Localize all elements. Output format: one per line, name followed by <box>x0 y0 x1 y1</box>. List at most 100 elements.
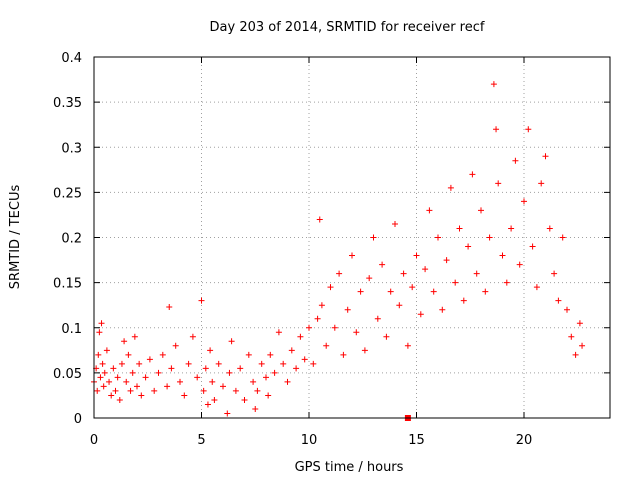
y-tick-label: 0.25 <box>53 186 82 201</box>
data-point <box>344 306 351 313</box>
data-point <box>447 184 454 191</box>
data-point <box>499 252 506 259</box>
data-point <box>101 369 108 376</box>
data-point <box>98 320 105 327</box>
data-point <box>177 378 183 385</box>
data-point <box>125 351 132 358</box>
data-point <box>452 279 459 286</box>
y-tick-label: 0.2 <box>61 232 82 247</box>
data-point <box>426 207 433 214</box>
data-point <box>129 369 136 376</box>
points-layer <box>91 81 586 417</box>
data-point <box>525 126 532 133</box>
data-point <box>121 338 128 345</box>
data-point <box>189 333 196 340</box>
data-point <box>482 288 489 295</box>
y-tick-label: 0.05 <box>53 367 82 382</box>
data-point <box>207 347 214 354</box>
x-tick-labels: 0 5 10 15 20 <box>90 433 532 448</box>
data-point <box>215 360 222 367</box>
data-point <box>314 315 321 322</box>
data-point <box>275 329 282 336</box>
data-point <box>168 365 175 372</box>
data-point <box>280 360 287 367</box>
data-point <box>94 387 101 394</box>
data-point <box>564 306 570 313</box>
y-tick-label: 0.4 <box>61 51 82 66</box>
y-tick-label: 0.35 <box>53 96 82 111</box>
data-point <box>204 401 211 408</box>
data-point <box>224 410 231 417</box>
data-point <box>293 365 300 372</box>
data-point <box>134 383 140 390</box>
data-point <box>409 284 416 291</box>
data-point <box>413 252 420 259</box>
data-point <box>110 365 117 372</box>
data-point <box>316 216 323 223</box>
data-point <box>301 356 308 363</box>
data-point <box>155 369 162 376</box>
data-point <box>97 374 104 381</box>
data-point <box>478 207 484 214</box>
data-point <box>404 342 411 349</box>
data-point <box>211 396 218 403</box>
data-point <box>572 351 579 358</box>
data-point <box>435 234 441 241</box>
data-point <box>374 315 381 322</box>
data-point <box>258 360 265 367</box>
data-point <box>284 378 291 385</box>
data-point <box>495 180 502 187</box>
data-point <box>232 387 239 394</box>
data-point <box>250 378 257 385</box>
data-point <box>96 329 103 336</box>
data-point <box>503 279 510 286</box>
data-point <box>516 261 523 268</box>
data-point <box>108 392 115 399</box>
data-point <box>310 360 317 367</box>
data-point <box>200 387 207 394</box>
ticks-layer <box>93 56 610 419</box>
data-point <box>159 351 166 358</box>
data-point <box>185 360 192 367</box>
data-point <box>254 387 261 394</box>
data-point <box>387 288 394 295</box>
data-point <box>383 333 390 340</box>
data-point <box>263 374 269 381</box>
data-point <box>512 157 519 164</box>
grid-layer <box>94 57 610 418</box>
data-point <box>142 374 149 381</box>
data-point <box>131 333 138 340</box>
data-point <box>568 333 575 340</box>
data-point <box>114 374 121 381</box>
y-tick-label: 0.1 <box>61 322 82 337</box>
data-point <box>551 270 558 277</box>
data-point <box>353 329 360 336</box>
data-point <box>103 347 110 354</box>
y-tick-label: 0 <box>74 412 82 427</box>
data-point <box>336 270 343 277</box>
data-point <box>112 387 119 394</box>
data-point <box>297 333 304 340</box>
y-tick-label: 0.3 <box>61 141 82 156</box>
data-point <box>220 383 226 390</box>
data-point <box>422 266 429 273</box>
data-point <box>245 351 252 358</box>
data-point <box>392 220 398 227</box>
data-point <box>460 297 467 304</box>
data-point <box>430 288 437 295</box>
y-axis-label: SRMTID / TECUs <box>8 185 23 290</box>
data-point <box>396 302 403 309</box>
data-point <box>265 392 272 399</box>
data-point <box>99 360 106 367</box>
data-point <box>456 225 463 232</box>
x-tick-label: 5 <box>197 433 205 448</box>
data-point <box>559 234 566 241</box>
data-point <box>127 387 134 394</box>
data-point <box>508 225 515 232</box>
data-point <box>95 351 102 358</box>
data-point <box>493 126 500 133</box>
data-point <box>370 234 377 241</box>
data-point <box>181 392 188 399</box>
data-point <box>198 297 205 304</box>
